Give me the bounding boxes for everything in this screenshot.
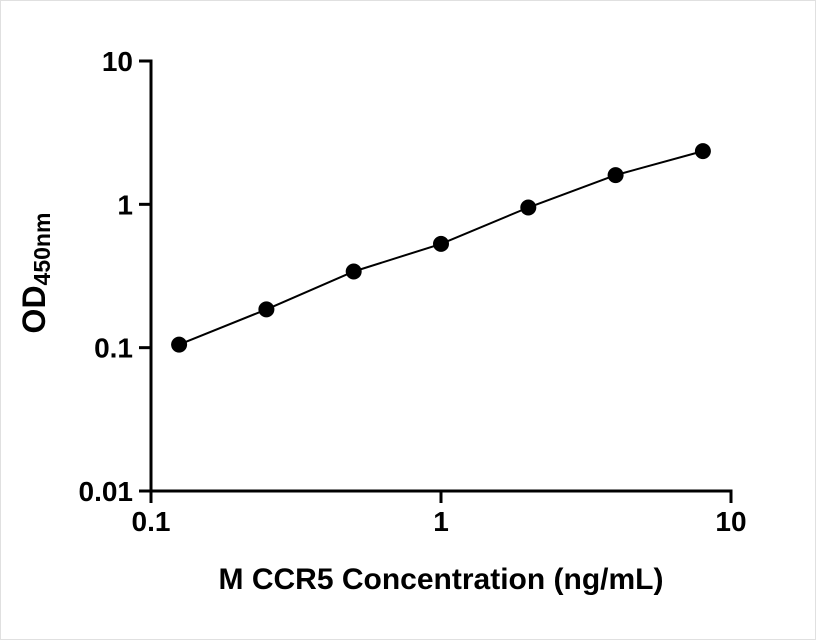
y-tick-label: 0.1 xyxy=(94,333,133,364)
x-tick-label: 1 xyxy=(433,506,449,537)
x-tick-label: 10 xyxy=(715,506,746,537)
data-point xyxy=(433,235,449,252)
data-point xyxy=(607,167,624,184)
series-layer xyxy=(171,143,711,353)
y-axis-title-main: OD xyxy=(16,285,52,333)
data-point xyxy=(520,199,537,216)
y-tick-label: 10 xyxy=(102,46,133,77)
data-point xyxy=(258,301,275,318)
data-point xyxy=(345,263,362,280)
x-tick-label: 0.1 xyxy=(132,506,171,537)
data-point xyxy=(694,143,711,160)
y-tick-label: 0.01 xyxy=(79,476,134,507)
y-axis-title-sub: 450nm xyxy=(29,213,55,286)
data-point xyxy=(171,336,188,353)
x-axis-title: M CCR5 Concentration (ng/mL) xyxy=(219,563,664,596)
y-axis-title: OD450nm xyxy=(16,213,55,334)
axis-spine xyxy=(149,59,733,493)
y-tick-label: 1 xyxy=(117,189,133,220)
